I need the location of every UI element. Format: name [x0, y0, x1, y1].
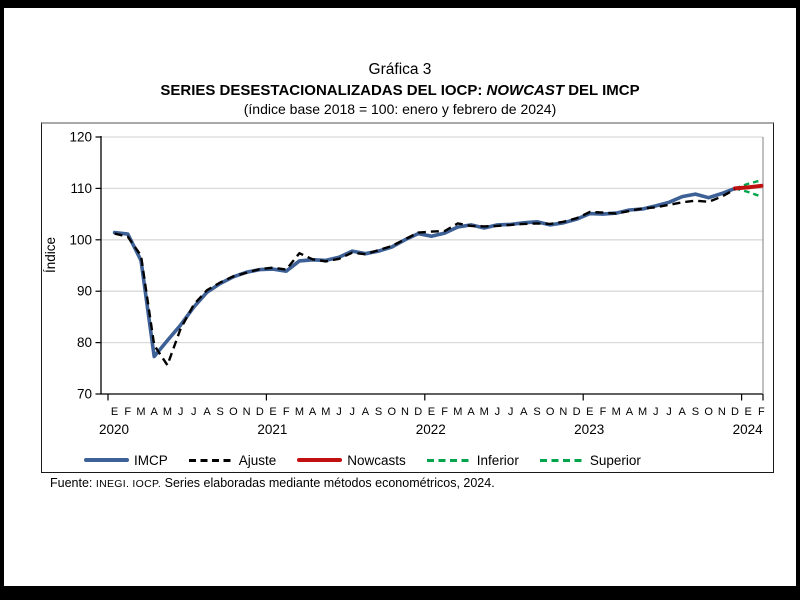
month-label: A	[520, 406, 528, 418]
month-label: A	[467, 406, 475, 418]
series-line-nowcasts	[733, 183, 764, 191]
legend-item-ajuste: Ajuste	[188, 452, 277, 468]
source-prefix: Fuente:	[50, 476, 96, 490]
month-label: M	[136, 406, 145, 418]
month-label: E	[111, 406, 118, 418]
legend-item-nowcasts: Nowcasts	[297, 453, 406, 468]
month-label: D	[731, 406, 739, 418]
month-label: S	[533, 406, 540, 418]
legend-item-imcp: IMCP	[84, 453, 168, 468]
series-line-imcp	[112, 186, 737, 359]
month-label: J	[178, 406, 184, 418]
chart-number-title: Gráfica 3	[368, 61, 432, 78]
main-title-suffix: DEL IMCP	[564, 82, 640, 99]
month-label: A	[203, 406, 211, 418]
month-label: A	[679, 406, 687, 418]
month-label: J	[336, 406, 342, 418]
month-label: S	[217, 406, 224, 418]
inferior-line-swatch	[426, 458, 472, 462]
month-label: O	[546, 406, 555, 418]
series-line-ajuste	[114, 188, 736, 367]
month-label: E	[269, 406, 276, 418]
month-label: A	[362, 406, 370, 418]
month-label: S	[692, 406, 699, 418]
month-label: S	[375, 406, 382, 418]
chart-subtitle: (índice base 2018 = 100: enero y febrero…	[243, 101, 557, 117]
year-label-2024: 2024	[733, 422, 764, 437]
month-label: O	[704, 406, 713, 418]
month-label: N	[243, 406, 251, 418]
y-axis-title: Índice	[43, 236, 58, 274]
year-label-2023: 2023	[574, 422, 604, 437]
month-label: J	[191, 406, 197, 418]
month-label: J	[666, 406, 672, 418]
month-label: O	[229, 406, 238, 418]
figure-area: Gráfica 3 SERIES DESESTACIONALIZADAS DEL…	[4, 8, 796, 586]
nowcasts-line-swatch	[297, 457, 343, 463]
source-note: Fuente: INEGI. IOCP. Series elaboradas m…	[50, 476, 495, 490]
legend-label-nowcasts: Nowcasts	[347, 452, 406, 468]
month-label: F	[283, 406, 290, 418]
main-title-prefix: SERIES DESESTACIONALIZADAS DEL IOCP:	[160, 82, 487, 99]
legend-label-ajuste: Ajuste	[238, 452, 277, 468]
month-label: F	[600, 406, 607, 418]
month-label: N	[559, 406, 567, 418]
chart-legend: IMCP Ajuste Nowcasts Inferior Superior	[42, 450, 773, 470]
imcp-line-swatch	[84, 457, 129, 463]
month-label: O	[388, 406, 397, 418]
month-label: D	[573, 406, 581, 418]
month-label: M	[321, 406, 330, 418]
month-label: F	[758, 406, 765, 418]
month-label: M	[480, 406, 489, 418]
superior-line-swatch	[539, 458, 585, 462]
month-label: M	[295, 406, 304, 418]
month-label: E	[745, 406, 752, 418]
y-tick-label-80: 80	[77, 335, 92, 350]
main-title-nowcast: NOWCAST	[486, 82, 565, 99]
month-label: N	[718, 406, 726, 418]
y-tick-label-120: 120	[69, 130, 92, 145]
month-label: M	[612, 406, 621, 418]
y-tick-label-70: 70	[77, 387, 92, 402]
legend-label-imcp: IMCP	[134, 452, 168, 468]
month-label: D	[414, 406, 422, 418]
month-label: F	[124, 406, 131, 418]
year-label-2021: 2021	[257, 422, 287, 437]
ajuste-line-swatch	[188, 458, 234, 462]
month-label: J	[653, 406, 659, 418]
month-label: M	[453, 406, 462, 418]
month-label: E	[586, 406, 593, 418]
legend-label-inferior: Inferior	[476, 452, 519, 468]
month-label: J	[349, 406, 355, 418]
year-label-2020: 2020	[99, 422, 129, 437]
y-tick-label-100: 100	[69, 232, 92, 247]
month-label: M	[638, 406, 647, 418]
month-label: D	[256, 406, 264, 418]
month-label: J	[508, 406, 513, 418]
legend-item-superior: Superior	[539, 452, 641, 468]
y-tick-label-110: 110	[70, 181, 92, 196]
month-label: A	[151, 406, 159, 418]
chart-main-title: SERIES DESESTACIONALIZADAS DEL IOCP: NOW…	[4, 82, 796, 99]
month-label: F	[441, 406, 448, 418]
month-label: J	[495, 406, 501, 418]
month-label: E	[428, 406, 435, 418]
legend-item-inferior: Inferior	[426, 452, 519, 468]
year-label-2022: 2022	[416, 422, 446, 437]
chart-frame: 70 80 90 100 110 120 E F M A M J J A S O N D E F M A M J J A S O N D E…	[41, 122, 774, 473]
month-label: N	[401, 406, 409, 418]
y-tick-label-90: 90	[77, 284, 92, 299]
source-text: Series elaboradas mediante métodos econo…	[161, 476, 495, 490]
month-label: M	[163, 406, 172, 418]
source-institution: INEGI. IOCP.	[95, 478, 162, 490]
legend-label-superior: Superior	[589, 452, 641, 468]
month-label: A	[309, 406, 317, 418]
month-label: A	[626, 406, 634, 418]
